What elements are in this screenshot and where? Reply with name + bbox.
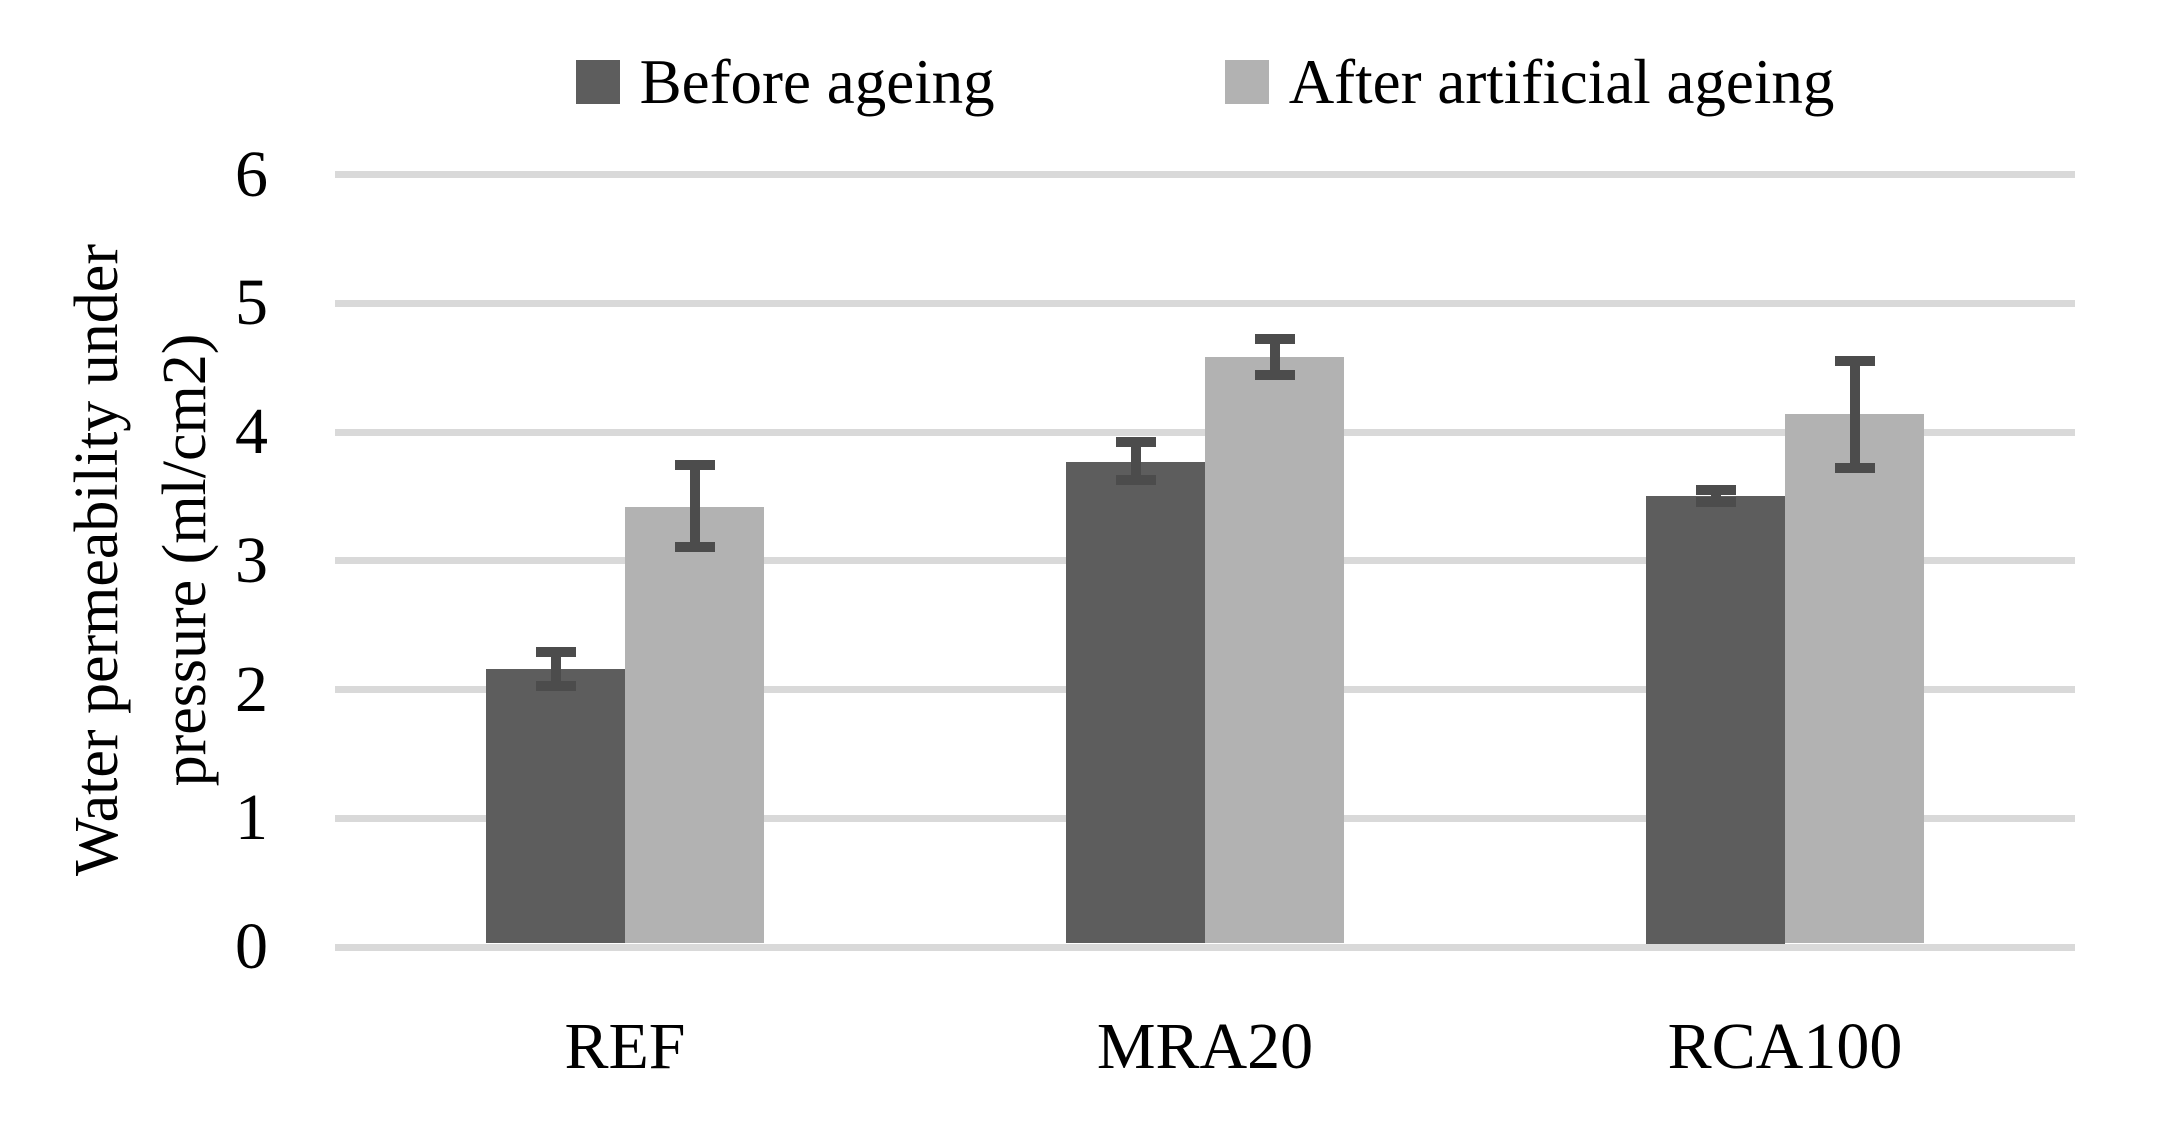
error-bar-ref-after-artificial-ageing	[674, 460, 715, 552]
bar-rca100-after-artificial-ageing	[1785, 413, 1924, 944]
bar-ref-after-artificial-ageing	[625, 506, 764, 944]
y-tick-label-0: 0	[235, 910, 268, 983]
error-bar-rca100-before-ageing	[1695, 484, 1736, 507]
x-axis-label-rca100: RCA100	[1667, 1010, 1903, 1083]
error-bar-rca100-after-artificial-ageing	[1834, 356, 1875, 474]
y-tick-label-5: 5	[235, 266, 268, 340]
y-tick-label-2: 2	[235, 652, 268, 726]
bar-rca100-before-ageing	[1646, 496, 1785, 944]
gridline-y-0	[335, 943, 2075, 951]
legend-item-before-ageing: Before ageing	[575, 46, 995, 117]
legend-label: After artificial ageing	[1288, 46, 1835, 117]
legend-swatch-icon	[575, 60, 620, 104]
y-tick-label-6: 6	[235, 137, 268, 211]
error-bar-whisker	[1849, 356, 1860, 474]
x-axis-label-ref: REF	[564, 1010, 686, 1083]
error-bar-ref-before-ageing	[535, 647, 576, 691]
bar-ref-before-ageing	[486, 668, 625, 944]
error-bar-whisker	[689, 460, 700, 552]
error-bar-mra20-after-artificial-ageing	[1254, 334, 1295, 381]
error-bar-whisker	[1269, 334, 1280, 381]
error-bar-whisker	[550, 647, 561, 691]
error-bar-whisker	[1710, 484, 1721, 507]
error-bar-mra20-before-ageing	[1115, 437, 1156, 485]
legend-label: Before ageing	[639, 46, 995, 117]
y-tick-label-3: 3	[235, 523, 268, 597]
bar-mra20-after-artificial-ageing	[1205, 357, 1344, 944]
bar-mra20-before-ageing	[1066, 461, 1205, 944]
y-tick-label-1: 1	[235, 781, 268, 855]
error-bar-whisker	[1130, 437, 1141, 485]
y-tick-label-4: 4	[235, 395, 268, 468]
legend-swatch-icon	[1224, 60, 1269, 104]
legend: Before ageing After artificial ageing	[335, 36, 2075, 128]
plot-area	[335, 171, 2075, 951]
gridline-y-6	[335, 171, 2075, 178]
x-axis-label-mra20: MRA20	[1096, 1010, 1314, 1083]
legend-item-after-artificial-ageing: After artificial ageing	[1224, 46, 1835, 117]
gridline-y-5	[335, 299, 2075, 307]
